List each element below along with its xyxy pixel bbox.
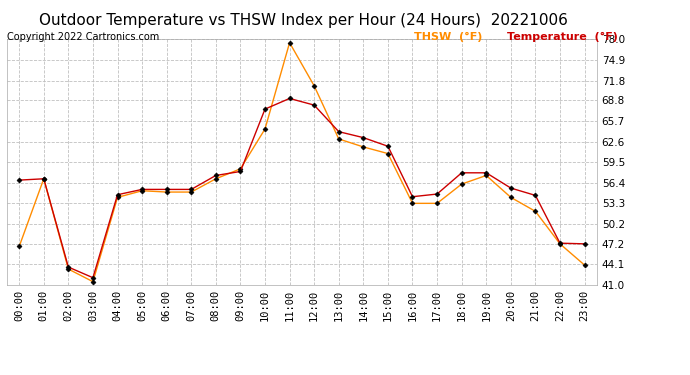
Temperature  (°F) bbox=[310, 103, 318, 107]
THSW  (°F) bbox=[359, 145, 368, 149]
THSW  (°F) bbox=[531, 209, 540, 214]
THSW  (°F) bbox=[64, 267, 72, 272]
Temperature  (°F) bbox=[187, 187, 195, 192]
Temperature  (°F) bbox=[138, 187, 146, 192]
THSW  (°F) bbox=[408, 201, 417, 206]
Temperature  (°F) bbox=[408, 195, 417, 199]
THSW  (°F) bbox=[556, 242, 564, 246]
THSW  (°F) bbox=[335, 137, 343, 141]
Temperature  (°F) bbox=[15, 178, 23, 182]
Temperature  (°F) bbox=[39, 177, 48, 181]
Temperature  (°F) bbox=[457, 171, 466, 175]
THSW  (°F) bbox=[163, 190, 171, 194]
THSW  (°F) bbox=[39, 177, 48, 181]
THSW  (°F) bbox=[89, 279, 97, 284]
Temperature  (°F) bbox=[286, 96, 294, 101]
Line: Temperature  (°F): Temperature (°F) bbox=[17, 97, 586, 279]
Temperature  (°F) bbox=[531, 193, 540, 198]
THSW  (°F) bbox=[236, 166, 244, 171]
THSW  (°F) bbox=[212, 177, 220, 181]
Temperature  (°F) bbox=[556, 241, 564, 245]
THSW  (°F) bbox=[187, 190, 195, 194]
THSW  (°F) bbox=[138, 189, 146, 193]
THSW  (°F) bbox=[384, 151, 392, 156]
Temperature  (°F) bbox=[89, 276, 97, 280]
THSW  (°F) bbox=[506, 195, 515, 200]
Temperature  (°F) bbox=[163, 187, 171, 192]
Text: Copyright 2022 Cartronics.com: Copyright 2022 Cartronics.com bbox=[7, 32, 159, 42]
Temperature  (°F) bbox=[113, 192, 121, 197]
THSW  (°F) bbox=[457, 182, 466, 186]
Temperature  (°F) bbox=[212, 173, 220, 178]
Text: Temperature  (°F): Temperature (°F) bbox=[507, 32, 618, 42]
THSW  (°F) bbox=[482, 173, 491, 178]
Temperature  (°F) bbox=[236, 169, 244, 174]
THSW  (°F) bbox=[15, 244, 23, 249]
Temperature  (°F) bbox=[359, 135, 368, 140]
Text: Outdoor Temperature vs THSW Index per Hour (24 Hours)  20221006: Outdoor Temperature vs THSW Index per Ho… bbox=[39, 13, 568, 28]
THSW  (°F) bbox=[580, 263, 589, 267]
THSW  (°F) bbox=[113, 195, 121, 200]
Line: THSW  (°F): THSW (°F) bbox=[17, 41, 586, 284]
THSW  (°F) bbox=[310, 84, 318, 88]
Temperature  (°F) bbox=[482, 171, 491, 175]
Temperature  (°F) bbox=[261, 107, 269, 111]
Temperature  (°F) bbox=[580, 242, 589, 246]
Temperature  (°F) bbox=[433, 192, 441, 196]
Text: THSW  (°F): THSW (°F) bbox=[414, 32, 482, 42]
Temperature  (°F) bbox=[335, 129, 343, 134]
Temperature  (°F) bbox=[64, 265, 72, 269]
Temperature  (°F) bbox=[384, 144, 392, 148]
THSW  (°F) bbox=[286, 40, 294, 45]
THSW  (°F) bbox=[433, 201, 441, 206]
Temperature  (°F) bbox=[506, 186, 515, 190]
THSW  (°F) bbox=[261, 127, 269, 131]
